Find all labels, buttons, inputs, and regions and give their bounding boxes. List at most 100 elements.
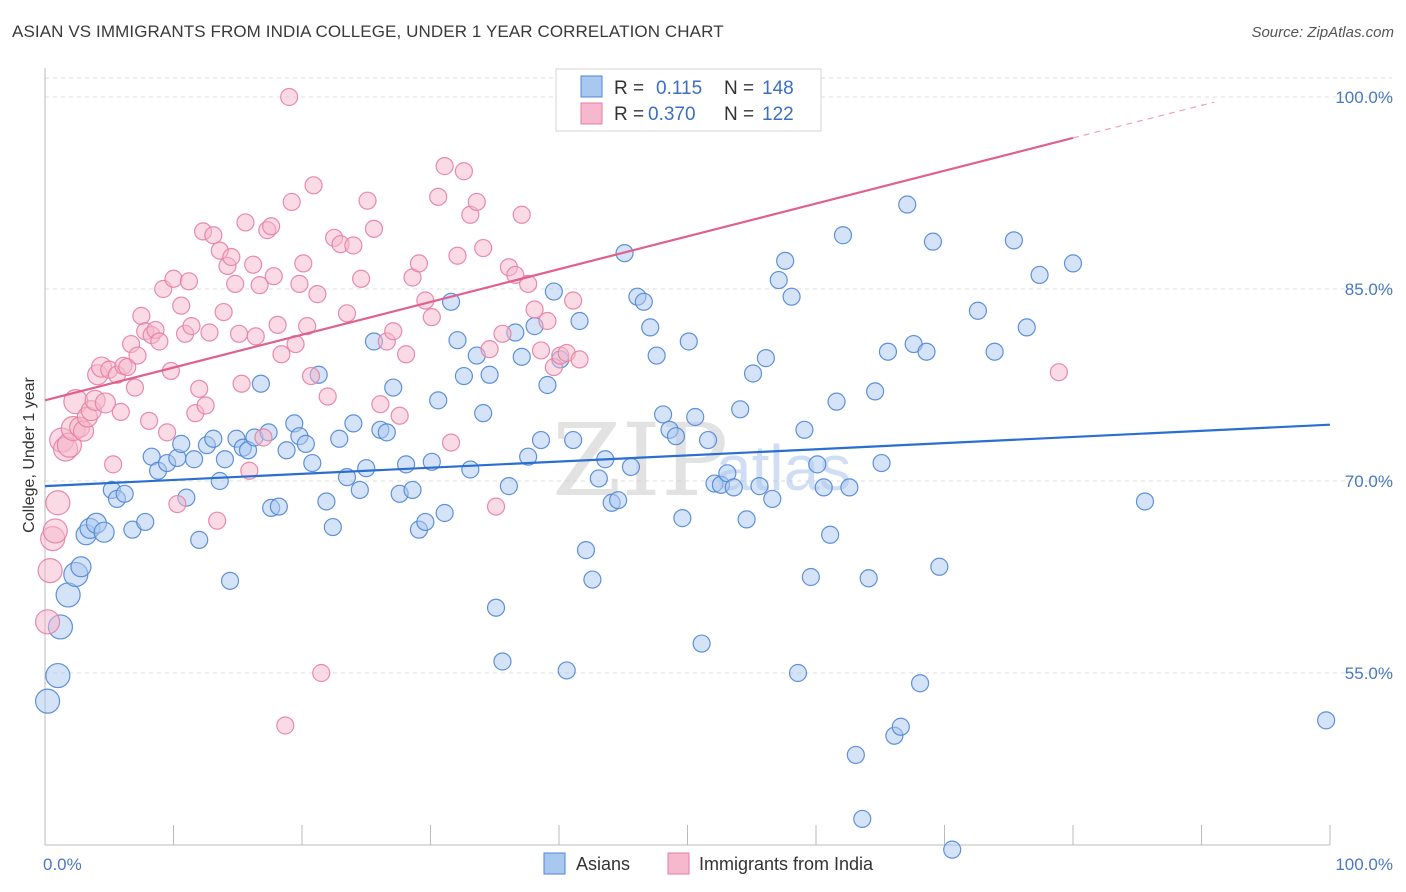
india-point-63: [262, 217, 281, 236]
asians-point-106: [731, 400, 750, 419]
asians-point-9: [93, 521, 115, 543]
asians-point-113: [776, 251, 795, 270]
asians-point-22: [190, 530, 209, 549]
india-point-112: [538, 311, 557, 331]
x-tick-label-1: 100.0%: [1335, 855, 1393, 874]
asians-point-122: [833, 226, 853, 245]
india-point-45: [196, 396, 215, 415]
india-point-81: [337, 304, 357, 323]
india-point-77: [312, 663, 331, 683]
india-point-0: [34, 609, 61, 635]
asians-point-146: [1317, 711, 1336, 730]
legend-n-label-1: N =: [724, 78, 754, 99]
asians-point-69: [493, 652, 512, 671]
india-point-40: [179, 272, 199, 291]
india-point-38: [172, 296, 191, 315]
asians-point-119: [814, 478, 833, 497]
india-point-116: [564, 291, 583, 310]
asians-point-139: [968, 301, 988, 320]
asians-point-79: [557, 661, 576, 680]
asians-point-36: [277, 441, 296, 460]
chart-title: ASIAN VS IMMIGRANTS FROM INDIA COLLEGE, …: [12, 22, 724, 41]
asians-point-94: [653, 405, 673, 424]
india-point-84: [358, 191, 377, 210]
asians-point-19: [172, 434, 191, 453]
india-point-90: [396, 345, 416, 364]
india-point-68: [280, 87, 299, 107]
asians-point-81: [570, 311, 589, 331]
india-point-66: [272, 345, 291, 364]
india-point-93: [416, 291, 435, 310]
asians-point-58: [422, 452, 441, 471]
india-point-110: [525, 300, 544, 319]
asians-point-126: [859, 569, 878, 588]
asians-point-64: [461, 460, 480, 479]
asians-point-44: [330, 429, 349, 448]
asians-point-57: [416, 512, 435, 532]
asians-point-25: [210, 471, 229, 491]
india-point-21: [111, 402, 130, 421]
trend-lines: [44, 101, 1331, 488]
india-point-23: [118, 357, 137, 377]
asians-point-129: [878, 342, 898, 361]
bottom-legend-asians: Asians: [576, 854, 630, 874]
asians-point-48: [357, 459, 376, 478]
asians-point-70: [499, 477, 518, 496]
india-point-36: [164, 269, 183, 288]
india-point-89: [390, 406, 409, 425]
india-point-55: [232, 374, 251, 393]
asians-point-40: [303, 453, 322, 473]
asians-point-80: [564, 430, 583, 450]
legend-swatch-asians: [580, 75, 603, 98]
legend-n-value-2: 122: [762, 104, 794, 125]
asians-point-92: [641, 318, 660, 337]
india-point-50: [214, 302, 233, 322]
asians-point-118: [808, 455, 827, 474]
bottom-legend-swatch-asians: [543, 852, 566, 875]
india-point-72: [294, 254, 313, 273]
asians-point-87: [609, 491, 628, 510]
asians-point-135: [917, 342, 936, 361]
india-point-99: [454, 162, 474, 181]
asians-point-54: [396, 455, 416, 474]
y-tick-label-3: 100.0%: [1335, 88, 1393, 107]
india-point-34: [157, 423, 177, 442]
india-point-75: [304, 176, 323, 195]
india-point-109: [519, 274, 538, 293]
india-point-78: [318, 387, 337, 406]
asians-point-142: [1017, 318, 1036, 337]
india-point-76: [308, 285, 327, 304]
asians-point-55: [403, 480, 422, 500]
legend-swatch-india: [580, 102, 603, 125]
asians-point-136: [923, 232, 943, 251]
india-point-95: [429, 187, 448, 206]
india-point-4: [45, 490, 71, 516]
y-tick-label-2: 85.0%: [1345, 280, 1393, 299]
asians-point-101: [698, 430, 718, 450]
asians-point-39: [296, 434, 315, 453]
asians-point-83: [583, 570, 602, 589]
x-tick-label-0: 0.0%: [43, 855, 82, 874]
india-point-48: [208, 511, 227, 530]
asians-point-137: [930, 557, 949, 576]
india-point-98: [448, 246, 467, 265]
bottom-legend-swatch-india: [667, 852, 690, 875]
asians-point-76: [538, 375, 557, 395]
legend-r-value-2: 0.370: [648, 104, 696, 125]
india-point-19: [104, 455, 123, 474]
asians-point-111: [763, 489, 782, 509]
asians-point-143: [1030, 265, 1049, 285]
india-point-86: [371, 395, 390, 414]
india-trend-extension: [1072, 101, 1215, 139]
asians-point-121: [827, 392, 846, 411]
asians-point-43: [323, 517, 342, 537]
india-point-67: [276, 716, 295, 735]
legend-r-label-2: R =: [614, 104, 644, 125]
india-point-85: [364, 219, 384, 238]
india-point-73: [298, 317, 317, 336]
asians-point-52: [384, 378, 403, 397]
y-axis-label: College, Under 1 year: [21, 377, 38, 533]
india-point-74: [301, 366, 321, 386]
india-point-54: [229, 324, 249, 343]
asians-point-47: [350, 480, 369, 500]
